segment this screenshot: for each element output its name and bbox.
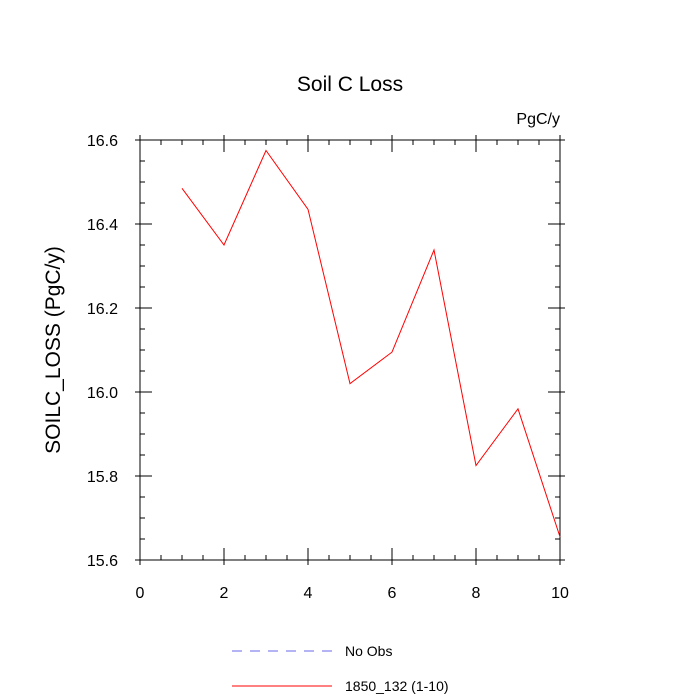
x-tick-label: 4 <box>304 585 313 602</box>
y-tick-labels: 15.6 15.8 16.0 16.2 16.4 16.6 <box>87 133 118 570</box>
x-tick-label: 6 <box>388 585 397 602</box>
legend-entry-label: No Obs <box>345 643 392 659</box>
y-tick-label: 16.0 <box>87 385 118 402</box>
x-tick-label: 10 <box>551 585 569 602</box>
series-line <box>181 149 561 538</box>
series-lines <box>181 149 561 538</box>
x-tick-label: 0 <box>136 585 145 602</box>
x-tick-labels: 0 2 4 6 8 10 <box>136 585 569 602</box>
y-tick-label: 16.6 <box>87 133 118 150</box>
x-tick-label: 8 <box>472 585 481 602</box>
units-label: PgC/y <box>516 111 560 128</box>
y-tick-label: 16.2 <box>87 301 118 318</box>
y-tick-label: 16.4 <box>87 217 118 234</box>
x-tick-label: 2 <box>220 585 229 602</box>
y-tick-label: 15.6 <box>87 553 118 570</box>
legend: No Obs 1850_132 (1-10) <box>232 643 449 694</box>
legend-entry-label: 1850_132 (1-10) <box>345 678 449 694</box>
y-tick-label: 15.8 <box>87 469 118 486</box>
y-axis-label: SOILC_LOSS (PgC/y) <box>42 246 65 454</box>
major-ticks <box>135 135 565 565</box>
minor-ticks <box>139 139 561 561</box>
plot-frame <box>139 139 561 561</box>
chart-title: Soil C Loss <box>297 73 403 96</box>
